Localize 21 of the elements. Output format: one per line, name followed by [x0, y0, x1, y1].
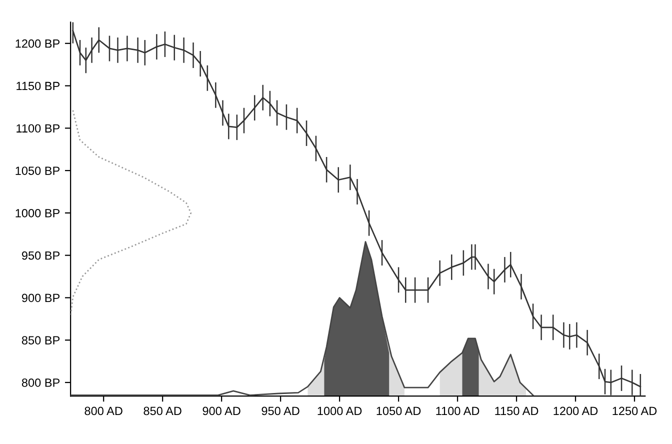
y-tick-label: 1050 BP [16, 166, 60, 175]
x-tick-label: 1250 AD [612, 406, 657, 416]
x-tick-label: 1100 AD [436, 406, 480, 416]
x-tick-label: 1000 AD [318, 406, 362, 416]
x-tick-label: 1150 AD [495, 406, 538, 416]
y-tick-label: 950 BP [22, 251, 60, 260]
x-tick-label: 1200 AD [554, 406, 598, 416]
x-tick-label: 1050 AD [376, 406, 421, 416]
line-series [70, 110, 192, 318]
x-tick-label: 800 AD [84, 406, 122, 416]
y-tick-label: 800 BP [22, 378, 60, 387]
x-tick-label: 950 AD [262, 406, 300, 416]
x-tick-label: 850 AD [144, 406, 182, 416]
y-tick-label: 900 BP [22, 294, 60, 302]
line-series [70, 241, 534, 396]
y-tick-label: 1100 BP [16, 124, 60, 133]
y-tick-label: 1200 BP [16, 39, 60, 48]
x-tick-label: 900 AD [202, 406, 240, 416]
y-tick-label: 1000 BP [16, 208, 60, 218]
y-tick-label: 1150 BP [16, 82, 60, 90]
y-tick-label: 850 BP [22, 336, 60, 344]
